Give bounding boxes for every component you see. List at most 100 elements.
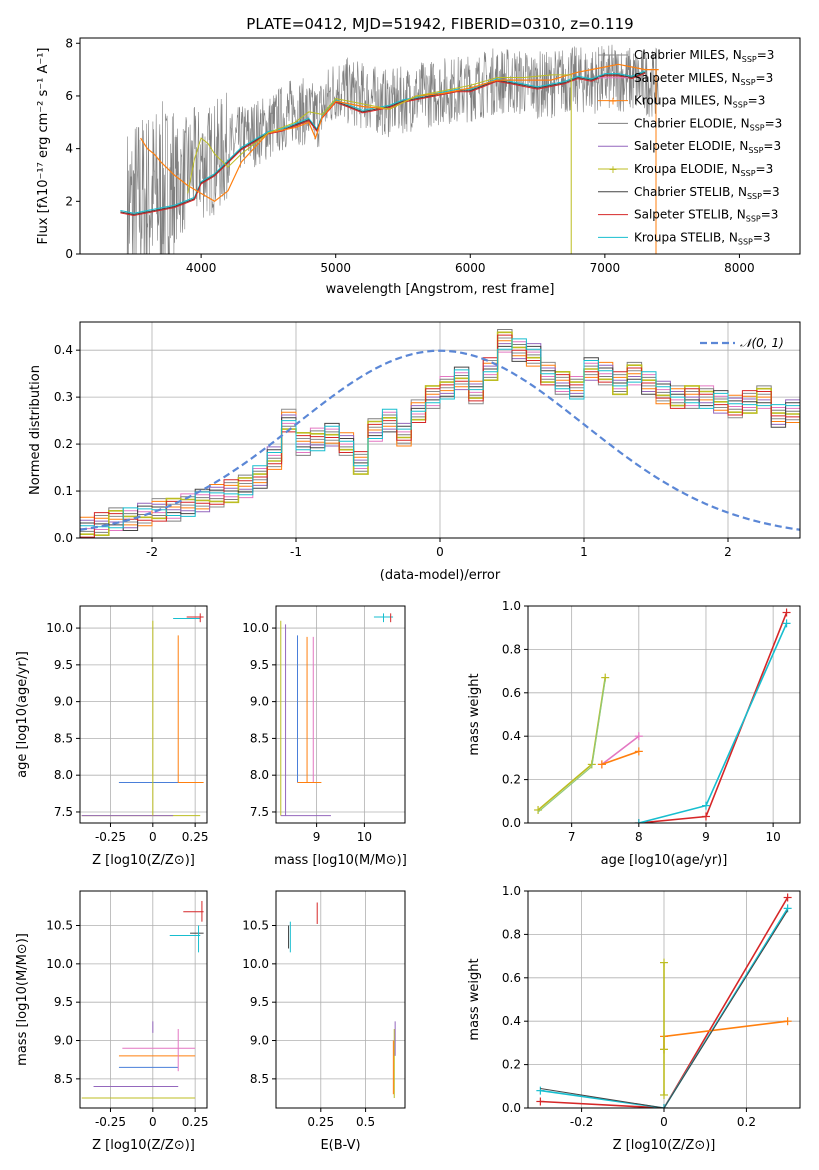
ebv-mass-ytick-label: 8.5 xyxy=(250,1072,269,1086)
z-mass-plot-area xyxy=(81,900,204,1099)
spectrum-model-kroupa-stelib xyxy=(120,70,646,214)
age-weight-xtick-label: 7 xyxy=(568,830,576,844)
z-weight-plot-area xyxy=(536,893,792,1108)
legend-rest: =3 xyxy=(761,208,779,222)
ageweight-stelib-b-line xyxy=(638,623,788,823)
legend-label: Salpeter MILES, NSSP=3 xyxy=(634,71,773,87)
z-weight-xlabel: Z [log10(Z/Z⊙)] xyxy=(613,1138,716,1153)
z-age-ytick-label: 9.0 xyxy=(54,695,73,709)
z-age-frame xyxy=(79,605,208,824)
z-weight-xtick-label: -0.2 xyxy=(570,1115,593,1129)
ebv-mass-xlabel: E(B-V) xyxy=(320,1138,360,1153)
z-age-plot-area xyxy=(81,613,204,817)
legend-label: Chabrier ELODIE, NSSP=3 xyxy=(634,116,782,132)
spectrum-xtick-label: 4000 xyxy=(186,261,217,275)
residual-histogram xyxy=(80,345,800,531)
legend-sub: SSP xyxy=(733,101,748,110)
residuals-ytick-label: 0.3 xyxy=(54,390,73,404)
legend-sub: SSP xyxy=(748,146,763,155)
residuals-xtick-label: -1 xyxy=(290,545,302,559)
z-age-ytick-label: 10.0 xyxy=(46,621,73,635)
ebv-mass-xtick-label: 0.25 xyxy=(307,1115,334,1129)
age-weight-xtick-label: 10 xyxy=(765,830,780,844)
z-age-xlabel: Z [log10(Z/Z⊙)] xyxy=(92,853,195,868)
z-age-ytick-label: 9.5 xyxy=(54,658,73,672)
legend-label: Chabrier MILES, NSSP=3 xyxy=(634,48,774,64)
ebv-mass-ytick-label: 10.0 xyxy=(242,957,269,971)
residual-xlabel: (data-model)/error xyxy=(380,568,501,583)
spectrum-ytick-label: 6 xyxy=(65,89,73,103)
zweight-stelib-b-line xyxy=(540,907,789,1108)
legend-rest: =3 xyxy=(756,71,774,85)
legend-label: Salpeter STELIB, NSSP=3 xyxy=(634,208,778,224)
spectrum-data-line xyxy=(126,44,659,254)
zweight-miles-line xyxy=(663,1020,788,1050)
age-weight-ytick-label: 0.4 xyxy=(502,729,521,743)
age-weight-ytick-label: 0.0 xyxy=(502,816,521,830)
residual-histogram xyxy=(80,334,800,538)
ebv-mass-plot-area xyxy=(288,902,396,1099)
spectrum-ytick-label: 4 xyxy=(65,142,73,156)
ageweight-elodie-shadow xyxy=(537,679,606,813)
spectrum-model-salpeter-stelib xyxy=(120,72,646,217)
legend-rest: =3 xyxy=(748,94,766,108)
z-weight-ytick-label: 1.0 xyxy=(502,884,521,898)
legend-sub: SSP xyxy=(750,123,765,132)
legend-marker: + xyxy=(608,163,617,176)
legend-rest: =3 xyxy=(762,185,780,199)
spectrum-frame xyxy=(79,37,801,255)
z-age-xtick-label: 0 xyxy=(149,830,157,844)
mass-age-ytick-label: 8.5 xyxy=(250,731,269,745)
mass-age-ytick-label: 7.5 xyxy=(250,805,269,819)
z-weight-ytick-label: 0.4 xyxy=(502,1014,521,1028)
residual-histogram xyxy=(80,338,800,529)
age-weight-xlabel: age [log10(age/yr)] xyxy=(601,853,728,868)
z-mass-ytick-label: 10.5 xyxy=(46,919,73,933)
residuals-ytick-label: 0.4 xyxy=(54,343,73,357)
z-weight-ylabel: mass weight xyxy=(467,958,482,1040)
z-mass-xlabel: Z [log10(Z/Z⊙)] xyxy=(92,1138,195,1153)
mass-age-frame xyxy=(275,605,406,824)
legend-label: Chabrier STELIB, NSSP=3 xyxy=(634,185,780,201)
residuals-xtick-label: 0 xyxy=(436,545,444,559)
z-mass-xtick-label: 0.25 xyxy=(182,1115,209,1129)
ageweight-miles-b-line xyxy=(601,750,640,766)
mass-age-xtick-label: 9 xyxy=(313,830,321,844)
legend-rest: =3 xyxy=(763,139,781,153)
ageweight-miles-line xyxy=(601,735,640,766)
age-weight-ylabel: mass weight xyxy=(467,673,482,755)
mass-age-ytick-label: 9.0 xyxy=(250,695,269,709)
z-weight-ytick-label: 0.0 xyxy=(502,1101,521,1115)
spectrum-ytick-label: 0 xyxy=(65,247,73,261)
mass-age-xlabel: mass [log10(M/M⊙)] xyxy=(274,853,407,868)
z-weight-frame xyxy=(527,890,801,1109)
residuals-xtick-label: 2 xyxy=(724,545,732,559)
ebv-mass-ytick-label: 10.5 xyxy=(242,919,269,933)
legend-label: Kroupa ELODIE, NSSP=3 xyxy=(634,162,773,178)
age-weight-ytick-label: 0.8 xyxy=(502,642,521,656)
ebv-mass-ytick-label: 9.5 xyxy=(250,995,269,1009)
age-weight-ytick-label: 1.0 xyxy=(502,599,521,613)
z-age-ylabel: age [log10(age/yr)] xyxy=(15,651,30,778)
legend-label: Salpeter ELODIE, NSSP=3 xyxy=(634,139,781,155)
z-weight-ytick-label: 0.8 xyxy=(502,927,521,941)
legend-sub: SSP xyxy=(746,215,761,224)
spectrum-xtick-label: 7000 xyxy=(590,261,621,275)
z-age-ytick-label: 7.5 xyxy=(54,805,73,819)
z-mass-xtick-label: -0.25 xyxy=(95,1115,126,1129)
z-weight-ytick-label: 0.2 xyxy=(502,1058,521,1072)
age-weight-xtick-label: 8 xyxy=(635,830,643,844)
residuals-frame xyxy=(79,321,801,539)
residuals-ytick-label: 0.0 xyxy=(54,531,73,545)
zweight-chabrier-line xyxy=(540,910,789,1108)
spectrum-xtick-label: 5000 xyxy=(320,261,351,275)
spectrum-model-kroupa-miles xyxy=(140,63,659,203)
ebv-mass-ytick-label: 9.0 xyxy=(250,1034,269,1048)
z-mass-ytick-label: 9.0 xyxy=(54,1034,73,1048)
z-mass-frame xyxy=(79,890,208,1109)
spectrum-ylabel: Flux [fλ10⁻¹⁷ erg cm⁻² s⁻¹ A⁻¹] xyxy=(36,48,51,245)
residuals-plot-area xyxy=(80,329,800,538)
legend-rest: =3 xyxy=(753,230,771,244)
z-mass-ylabel: mass [log10(M/M⊙)] xyxy=(15,933,30,1066)
spectrum-xtick-label: 6000 xyxy=(455,261,486,275)
